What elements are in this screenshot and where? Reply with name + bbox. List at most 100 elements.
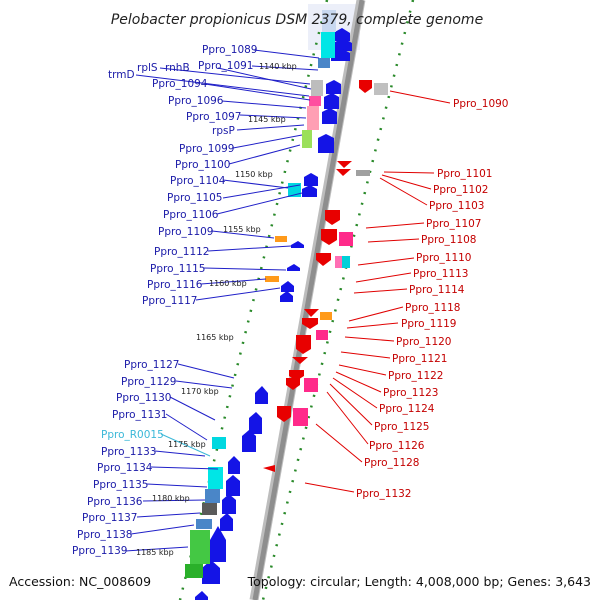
tick-label: 1155 kbp xyxy=(223,225,261,234)
feature-block xyxy=(304,378,318,392)
forward-genes xyxy=(195,28,352,600)
inner-tick-track xyxy=(178,0,329,600)
gene-label: Ppro_1110 xyxy=(416,252,471,264)
gene-arrow xyxy=(304,173,318,186)
gene-arrow xyxy=(222,494,236,514)
tick-label: 1160 kbp xyxy=(209,279,247,288)
gene-label: Ppro_1096 xyxy=(168,95,224,107)
gene-label: Ppro_1106 xyxy=(163,209,219,221)
tick-label: 1180 kbp xyxy=(152,494,190,503)
gene-arrow xyxy=(195,591,208,600)
gene-arrow xyxy=(228,456,240,474)
gene-arrow xyxy=(287,264,300,271)
gene-arrow xyxy=(242,430,256,452)
gene-arrow xyxy=(263,465,275,472)
gene-label: Ppro_1138 xyxy=(77,529,132,541)
feature-block xyxy=(202,503,217,515)
gene-label: Ppro_1125 xyxy=(374,421,429,433)
gene-arrow xyxy=(226,475,240,496)
gene-label: Ppro_1127 xyxy=(124,359,179,371)
gene-label: Ppro_1124 xyxy=(379,403,435,415)
feature-block xyxy=(335,256,342,268)
gene-label: Ppro_1131 xyxy=(112,409,167,421)
feature-block xyxy=(302,130,312,148)
gene-label: Ppro_1100 xyxy=(175,159,230,171)
feature-block xyxy=(320,312,332,320)
gene-arrow xyxy=(280,291,293,302)
gene-label: Ppro_1115 xyxy=(150,263,205,275)
gene-label: Ppro_1104 xyxy=(170,175,226,187)
gene-label: Ppro_1114 xyxy=(409,284,465,296)
gene-label: Ppro_1136 xyxy=(87,496,143,508)
tick-label: 1140 kbp xyxy=(259,62,297,71)
feature-block xyxy=(316,330,328,340)
gene-label-rna: Ppro_R0015 xyxy=(101,429,164,441)
gene-label: Ppro_1139 xyxy=(72,545,127,557)
gene-label: Ppro_1129 xyxy=(121,376,176,388)
gene-arrow xyxy=(325,210,340,225)
gene-arrow xyxy=(281,281,294,292)
gene-label: Ppro_1116 xyxy=(147,279,203,291)
gene-label: Ppro_1109 xyxy=(158,226,213,238)
gene-label: rnhB xyxy=(165,62,190,74)
right-gene-labels: Ppro_1090 Ppro_1101 Ppro_1102 Ppro_1103 … xyxy=(356,98,508,500)
gene-label: Ppro_1105 xyxy=(167,192,222,204)
gene-label: Ppro_1097 xyxy=(186,111,241,123)
gene-label: Ppro_1126 xyxy=(369,440,425,452)
tick-label: 1150 kbp xyxy=(235,170,273,179)
left-callout-lines xyxy=(125,49,320,552)
reverse-genes xyxy=(263,80,372,472)
outer-tick-track xyxy=(261,0,415,600)
gene-label: rplS xyxy=(137,62,158,74)
gene-arrow xyxy=(333,28,350,41)
gene-arrow xyxy=(336,169,351,176)
gene-label: Ppro_1120 xyxy=(396,336,451,348)
feature-block xyxy=(208,467,223,489)
gene-arrow xyxy=(202,560,220,584)
gene-label: Ppro_1121 xyxy=(392,353,447,365)
feature-block xyxy=(275,236,287,242)
feature-block xyxy=(318,58,330,68)
gene-label: Ppro_1119 xyxy=(401,318,456,330)
tick-label: 1165 kbp xyxy=(196,333,234,342)
gene-arrow xyxy=(291,241,304,248)
tick-labels: 1140 kbp 1145 kbp 1150 kbp 1155 kbp 1160… xyxy=(136,62,297,557)
gene-arrow xyxy=(255,386,268,404)
feature-block xyxy=(321,32,335,58)
gene-label: Ppro_1132 xyxy=(356,488,411,500)
gene-label: Ppro_1112 xyxy=(154,246,209,258)
gene-label: Ppro_1103 xyxy=(429,200,484,212)
feature-block xyxy=(342,256,350,268)
gene-arrow xyxy=(337,161,352,168)
gene-arrow xyxy=(324,93,339,109)
backbone-line xyxy=(252,0,365,600)
gene-label: Ppro_1137 xyxy=(82,512,137,524)
tick-label: 1185 kbp xyxy=(136,548,174,557)
feature-block xyxy=(190,530,210,564)
gene-arrow xyxy=(210,526,226,562)
feature-block xyxy=(307,106,319,130)
gene-label: Ppro_1134 xyxy=(97,462,153,474)
gene-arrow xyxy=(304,309,319,317)
gene-arrow xyxy=(359,80,372,93)
feature-block xyxy=(265,276,279,282)
gene-arrow xyxy=(277,406,291,422)
gene-label: Ppro_1089 xyxy=(202,44,257,56)
gene-label: Ppro_1117 xyxy=(142,295,197,307)
gene-label: Ppro_1113 xyxy=(413,268,468,280)
feature-block xyxy=(309,96,321,106)
feature-block xyxy=(185,564,203,578)
gene-label: Ppro_1118 xyxy=(405,302,460,314)
topology-text: Topology: circular; Length: 4,008,000 bp… xyxy=(247,574,591,589)
right-callout-lines xyxy=(304,90,451,493)
gene-arrow xyxy=(220,513,233,531)
gene-arrow xyxy=(292,357,308,364)
rna-callout-line xyxy=(160,433,211,457)
gene-label: Ppro_1128 xyxy=(364,457,419,469)
gene-label: Ppro_1123 xyxy=(383,387,438,399)
gene-label: Ppro_1102 xyxy=(433,184,488,196)
accession-text: Accession: NC_008609 xyxy=(9,574,151,589)
gene-arrow xyxy=(316,253,331,266)
gene-arrow xyxy=(249,412,262,434)
